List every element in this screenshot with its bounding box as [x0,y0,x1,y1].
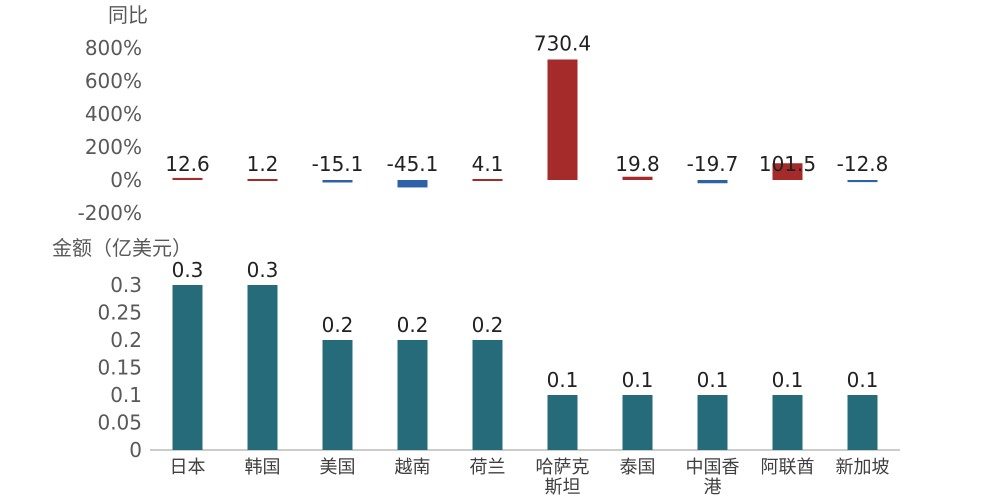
category-label-line: 哈萨克 [536,457,590,478]
category-label: 新加坡 [836,457,890,478]
amount-data-label: 0.2 [472,313,504,337]
amount-bar [697,395,728,450]
amount-data-label: 0.1 [847,368,879,392]
category-label-line: 中国香 [686,457,740,478]
amount-bar [472,340,503,450]
yoy-data-label: 4.1 [472,152,504,176]
amount-bar [772,395,803,450]
yoy-y-tick-label: 0% [110,168,142,192]
yoy-bar [247,179,278,181]
amount-bar [397,340,428,450]
category-label-line: 港 [704,477,722,498]
yoy-data-label: 12.6 [165,152,210,176]
amount-data-label: 0.1 [772,368,804,392]
category-label-line: 泰国 [620,457,656,478]
amount-data-label: 0.2 [322,313,354,337]
amount-bar [322,340,353,450]
yoy-y-tick-label: 600% [85,69,142,93]
yoy-bar [472,179,503,181]
amount-bar [847,395,878,450]
amount-data-label: 0.1 [622,368,654,392]
yoy-data-label: -15.1 [312,152,364,176]
yoy-bar [697,180,728,184]
yoy-bar [322,180,353,183]
category-label-line: 斯坦 [545,477,581,498]
yoy-axis-title: 同比 [108,3,148,27]
amount-bars [172,285,878,450]
yoy-y-tick-label: 200% [85,135,142,159]
amount-chart: 金额（亿美元） 0.3 0.25 0.2 0.15 0.1 0.05 0 0.3 0.3 0.2… [52,236,900,498]
amount-y-tick-label: 0.3 [110,273,142,297]
amount-data-labels: 0.3 0.3 0.2 0.2 0.2 0.1 0.1 0.1 0.1 0.1 [172,258,879,392]
category-label-line: 越南 [395,457,431,478]
amount-data-label: 0.2 [397,313,429,337]
yoy-data-label: -45.1 [387,152,439,176]
amount-bar [172,285,203,450]
amount-y-tick-label: 0 [129,438,142,462]
amount-data-label: 0.3 [172,258,204,282]
yoy-data-label: -19.7 [687,152,739,176]
yoy-y-ticks: 800% 600% 400% 200% 0% -200% [78,36,142,225]
amount-bar [247,285,278,450]
category-label-line: 韩国 [245,457,281,478]
amount-y-tick-label: 0.15 [97,356,142,380]
amount-data-label: 0.1 [547,368,579,392]
yoy-data-label: -12.8 [837,152,889,176]
category-label-line: 新加坡 [836,457,890,478]
yoy-data-label: 19.8 [615,152,660,176]
category-label: 哈萨克斯坦 [536,457,590,498]
category-label-line: 日本 [170,457,206,478]
category-label-line: 阿联酋 [761,457,815,478]
amount-axis-title: 金额（亿美元） [52,236,192,260]
yoy-data-labels: 12.6 1.2 -15.1 -45.1 4.1 730.4 19.8 -19.7 101.5-… [165,31,888,176]
yoy-chart: 同比 800%600%400%200%0%-200% 12.6 1.2 -15.1-… [78,3,889,225]
category-label: 中国香港 [686,457,740,498]
amount-y-tick-label: 0.1 [110,383,142,407]
yoy-bar [772,163,803,180]
category-label: 美国 [320,457,356,478]
yoy-bar [172,177,203,180]
yoy-y-tick-label: 800% [85,36,142,60]
amount-y-tick-label: 0.2 [110,328,142,352]
category-label: 越南 [395,457,431,478]
category-label: 泰国 [620,457,656,478]
amount-data-label: 0.3 [247,258,279,282]
category-label: 阿联酋 [761,457,815,478]
category-label: 日本 [170,457,206,478]
yoy-bar [847,180,878,183]
yoy-y-tick-label: 400% [85,102,142,126]
amount-bar [547,395,578,450]
amount-data-label: 0.1 [697,368,729,392]
yoy-bar [622,176,653,180]
amount-y-ticks: 0.3 0.25 0.2 0.15 0.1 0.05 0 [97,273,142,462]
yoy-data-label: 730.4 [534,31,591,55]
amount-bar [622,395,653,450]
category-label: 荷兰 [470,457,506,478]
yoy-y-tick-label: -200% [78,201,142,225]
yoy-data-label: 1.2 [247,152,279,176]
yoy-bar [547,59,578,180]
yoy-data-label: 101.5 [759,152,816,176]
category-label-line: 荷兰 [470,457,506,478]
yoy-bar [397,180,428,188]
yoy-bars [172,59,878,188]
amount-y-tick-label: 0.25 [97,301,142,325]
category-label-line: 美国 [320,457,356,478]
amount-y-tick-label: 0.05 [97,411,142,435]
category-label: 韩国 [245,457,281,478]
